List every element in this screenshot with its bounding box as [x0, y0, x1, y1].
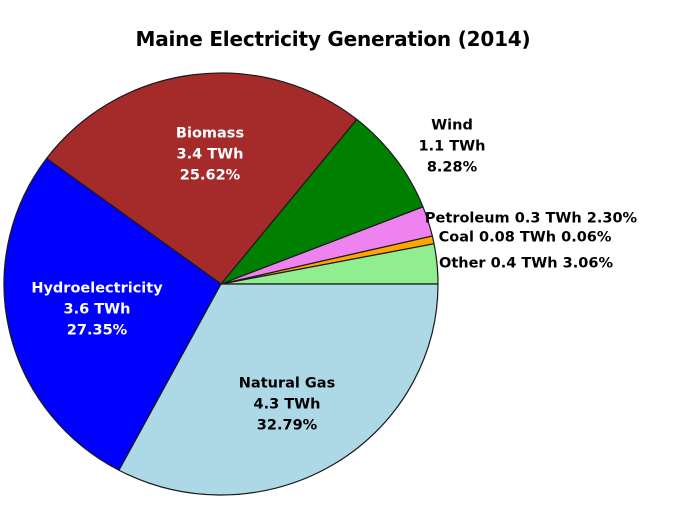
pie-slice-hydroelectricity — [3, 157, 222, 471]
slice-value-label: 4.3 TWh — [253, 396, 321, 413]
slice-value-label: 0.3 TWh — [514, 210, 582, 227]
slice-percent-label: 27.35% — [66, 322, 128, 339]
slice-percent-label: 32.79% — [256, 417, 318, 434]
label-biomass: Biomass 3.4 TWh 25.62% — [176, 124, 244, 187]
slice-percent-label: 2.30% — [586, 210, 638, 227]
slice-percent-label: 3.06% — [562, 255, 613, 272]
slice-name-label: Natural Gas — [238, 375, 336, 392]
slice-name-label: Other — [439, 255, 486, 272]
pie-slice-natural-gas — [118, 283, 439, 496]
pie-slice-biomass — [45, 72, 358, 285]
label-other: Other 0.4 TWh 3.06% — [439, 254, 613, 275]
slice-name-label: Hydroelectricity — [31, 280, 163, 297]
slice-name-label: Biomass — [175, 125, 245, 142]
label-wind: Wind 1.1 TWh 8.28% — [419, 116, 486, 179]
slice-name-label: Petroleum — [424, 210, 510, 227]
label-petroleum: Petroleum 0.3 TWh 2.30% — [425, 209, 637, 230]
pie-slice-wind — [220, 118, 424, 285]
slice-percent-label: 25.62% — [179, 167, 241, 184]
label-hydroelectricity: Hydroelectricity 3.6 TWh 27.35% — [31, 279, 162, 342]
slice-name-label: Wind — [431, 117, 473, 134]
slice-percent-label: 0.06% — [561, 229, 612, 246]
chart-title: Maine Electricity Generation (2014) — [135, 27, 531, 51]
slice-value-label: 1.1 TWh — [418, 138, 486, 155]
label-natural-gas: Natural Gas 4.3 TWh 32.79% — [239, 374, 335, 437]
slice-value-label: 0.4 TWh — [490, 255, 558, 272]
slice-value-label: 3.6 TWh — [63, 301, 131, 318]
slice-value-label: 0.08 TWh — [479, 229, 557, 246]
slice-name-label: Coal — [438, 229, 474, 246]
label-coal: Coal 0.08 TWh 0.06% — [439, 228, 612, 249]
slice-percent-label: 8.28% — [426, 159, 478, 176]
slice-value-label: 3.4 TWh — [176, 146, 244, 163]
